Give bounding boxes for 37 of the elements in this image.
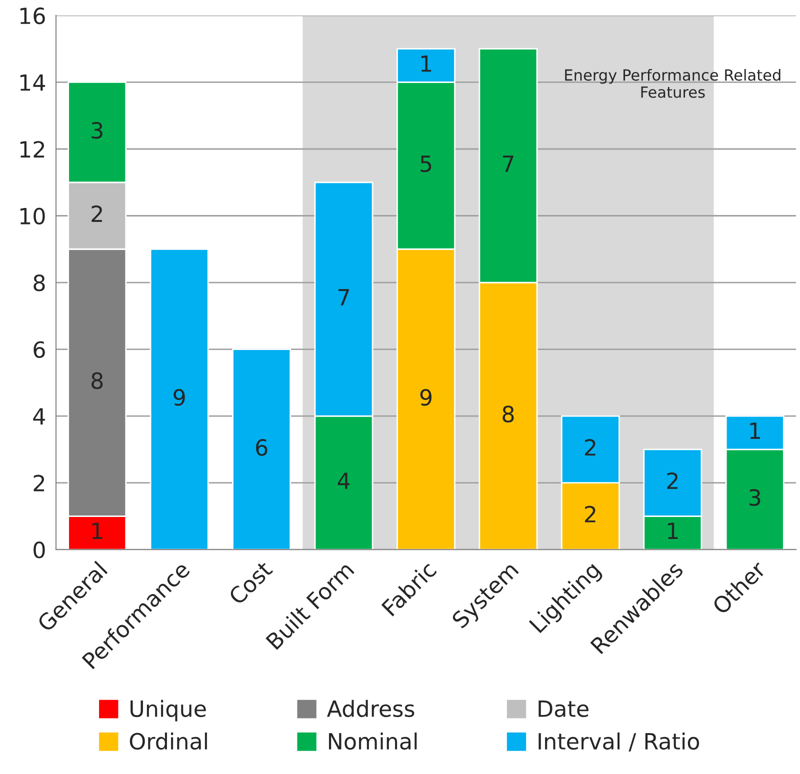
legend-label: Date — [538, 700, 588, 718]
data-label: 2 — [585, 506, 596, 522]
y-tick-label: 4 — [33, 408, 46, 424]
y-tick-label: 10 — [20, 208, 45, 225]
data-label: 1 — [668, 522, 678, 539]
data-label: 2 — [585, 439, 596, 456]
y-tick-label: 12 — [20, 140, 44, 158]
y-tick-label: 16 — [20, 7, 45, 24]
data-label: 7 — [502, 156, 514, 172]
y-tick-label: 0 — [34, 541, 45, 558]
data-label: 1 — [750, 422, 760, 439]
data-label: 2 — [92, 205, 102, 222]
legend-label: Unique — [130, 700, 206, 722]
data-label: 8 — [92, 372, 103, 390]
data-label: 4 — [338, 472, 350, 489]
bar — [150, 248, 209, 550]
data-label: 3 — [92, 122, 102, 139]
data-label: 3 — [750, 489, 760, 506]
bar — [232, 348, 292, 550]
data-label: 9 — [174, 388, 185, 406]
legend-label: Interval / Ratio — [538, 732, 700, 752]
data-label: 9 — [420, 388, 432, 406]
y-tick-label: 2 — [34, 474, 44, 492]
data-label: 6 — [256, 439, 268, 456]
data-label: 1 — [421, 55, 432, 72]
legend-label: Ordinal — [130, 732, 207, 750]
data-label: 2 — [667, 472, 678, 489]
legend-label: Address — [326, 700, 414, 718]
band-label: Energy Performance Related Features — [565, 68, 780, 98]
data-label: 8 — [502, 406, 514, 422]
data-label: 7 — [338, 289, 349, 306]
y-tick-label: 6 — [34, 341, 45, 358]
data-label: 1 — [92, 522, 102, 539]
y-tick-label: 8 — [34, 274, 45, 292]
legend-label: Nominal — [328, 732, 417, 750]
data-label: 5 — [420, 156, 432, 172]
y-tick-label: 14 — [20, 74, 46, 91]
